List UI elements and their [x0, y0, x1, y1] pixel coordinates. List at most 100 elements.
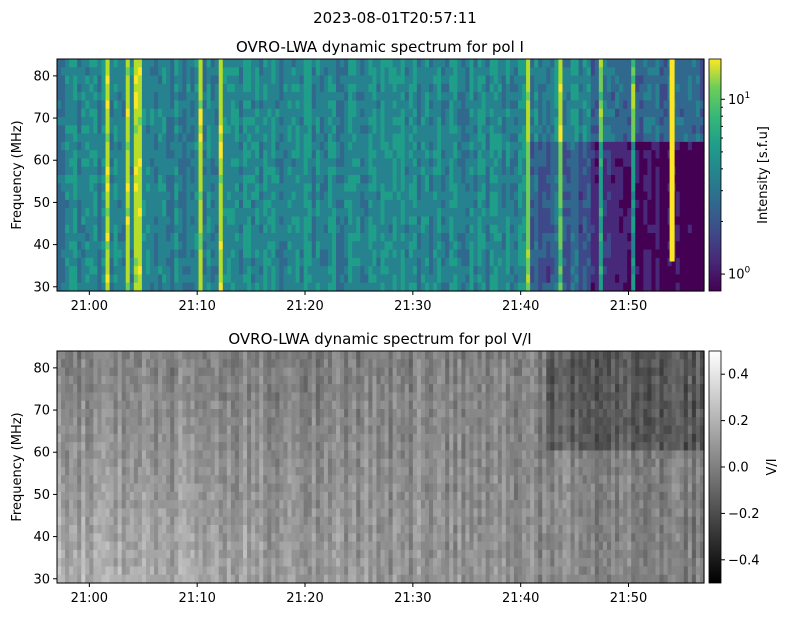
- heatmap-cell: [388, 141, 394, 151]
- heatmap-cell: [635, 199, 640, 209]
- heatmap-cell: [695, 141, 701, 151]
- heatmap-cell: [679, 208, 685, 218]
- heatmap-cell: [93, 574, 99, 584]
- heatmap-cell: [214, 191, 220, 201]
- heatmap-cell: [105, 425, 111, 435]
- heatmap-cell: [360, 183, 365, 193]
- heatmap-cell: [210, 257, 216, 267]
- heatmap-cell: [380, 83, 386, 93]
- heatmap-cell: [441, 241, 446, 251]
- heatmap-cell: [190, 141, 196, 151]
- heatmap-cell: [145, 282, 151, 292]
- heatmap-cell: [631, 191, 636, 201]
- heatmap-cell: [364, 216, 369, 226]
- heatmap-cell: [117, 508, 123, 518]
- heatmap-cell: [424, 92, 430, 102]
- heatmap-cell: [485, 208, 491, 218]
- heatmap-cell: [287, 183, 293, 193]
- heatmap-cell: [222, 100, 228, 110]
- heatmap-cell: [182, 166, 187, 176]
- heatmap-cell: [461, 282, 467, 292]
- heatmap-cell: [489, 67, 495, 77]
- heatmap-cell: [429, 141, 434, 151]
- heatmap-cell: [416, 233, 422, 242]
- heatmap-cell: [125, 67, 131, 77]
- heatmap-cell: [388, 233, 394, 242]
- heatmap-cell: [61, 467, 66, 476]
- heatmap-cell: [420, 233, 426, 242]
- heatmap-cell: [121, 75, 127, 85]
- heatmap-cell: [623, 216, 628, 226]
- heatmap-cell: [578, 117, 584, 126]
- heatmap-cell: [299, 224, 305, 234]
- heatmap-cell: [615, 224, 620, 234]
- heatmap-cell: [230, 75, 236, 85]
- heatmap-cell: [279, 233, 285, 242]
- heatmap-cell: [424, 67, 430, 77]
- heatmap-cell: [683, 274, 689, 284]
- heatmap-cell: [295, 199, 301, 209]
- heatmap-cell: [594, 266, 600, 276]
- heatmap-cell: [137, 75, 143, 85]
- heatmap-cell: [299, 274, 305, 284]
- heatmap-cell: [247, 224, 252, 234]
- heatmap-cell: [93, 183, 99, 193]
- heatmap-cell: [158, 233, 163, 242]
- heatmap-cell: [109, 541, 115, 551]
- heatmap-cell: [619, 249, 624, 259]
- heatmap-cell: [295, 83, 301, 93]
- heatmap-cell: [594, 249, 600, 259]
- heatmap-cell: [158, 141, 163, 151]
- heatmap-cell: [178, 100, 183, 110]
- heatmap-cell: [344, 108, 349, 118]
- heatmap-cell: [73, 175, 78, 184]
- heatmap-cell: [453, 282, 458, 292]
- heatmap-cell: [311, 59, 317, 68]
- heatmap-cell: [542, 100, 547, 110]
- heatmap-cell: [493, 249, 499, 259]
- heatmap-cell: [546, 59, 551, 68]
- heatmap-cell: [392, 241, 398, 251]
- heatmap-cell: [695, 117, 701, 126]
- heatmap-cell: [372, 241, 378, 251]
- heatmap-cell: [331, 191, 337, 201]
- heatmap-cell: [562, 133, 568, 143]
- heatmap-cell: [420, 199, 426, 209]
- heatmap-cell: [319, 108, 325, 118]
- heatmap-cell: [429, 125, 434, 135]
- heatmap-cell: [154, 241, 159, 251]
- heatmap-cell: [461, 266, 467, 276]
- heatmap-cell: [73, 392, 78, 402]
- heatmap-cell: [635, 249, 640, 259]
- heatmap-cell: [101, 224, 107, 234]
- heatmap-cell: [485, 100, 491, 110]
- heatmap-cell: [331, 175, 337, 184]
- heatmap-cell: [497, 117, 503, 126]
- heatmap-cell: [344, 59, 349, 68]
- heatmap-cell: [238, 133, 244, 143]
- heatmap-cell: [627, 216, 632, 226]
- heatmap-cell: [174, 191, 179, 201]
- heatmap-cell: [154, 175, 159, 184]
- heatmap-cell: [663, 199, 669, 209]
- heatmap-cell: [404, 199, 410, 209]
- heatmap-cell: [137, 100, 143, 110]
- heatmap-cell: [558, 199, 564, 209]
- heatmap-cell: [517, 92, 523, 102]
- heatmap-cell: [137, 257, 143, 267]
- heatmap-cell: [562, 208, 568, 218]
- heatmap-cell: [392, 117, 398, 126]
- heatmap-cell: [522, 199, 527, 209]
- heatmap-cell: [582, 166, 588, 176]
- heatmap-cell: [368, 158, 374, 168]
- heatmap-cell: [388, 75, 394, 85]
- heatmap-cell: [93, 359, 99, 369]
- heatmap-cell: [85, 208, 90, 218]
- heatmap-cell: [376, 125, 382, 135]
- heatmap-cell: [206, 183, 212, 193]
- heatmap-cell: [226, 274, 232, 284]
- heatmap-cell: [81, 191, 86, 201]
- heatmap-cell: [683, 83, 689, 93]
- heatmap-cell: [526, 75, 531, 85]
- heatmap-cell: [101, 549, 107, 559]
